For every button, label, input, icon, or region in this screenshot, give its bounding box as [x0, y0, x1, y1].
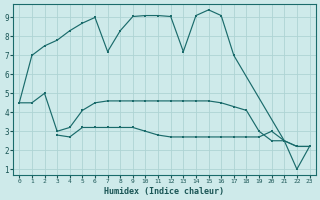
X-axis label: Humidex (Indice chaleur): Humidex (Indice chaleur): [104, 187, 224, 196]
